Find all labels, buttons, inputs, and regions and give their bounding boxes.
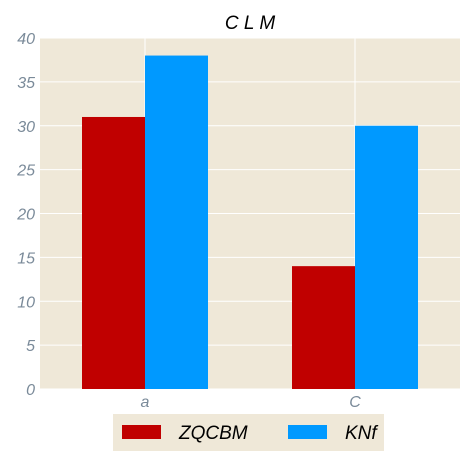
x-tick-label: a (141, 394, 150, 411)
y-tick-label: 25 (16, 163, 35, 180)
legend-label: ZQCBM (178, 423, 248, 444)
bar-ZQCBM-a (82, 116, 145, 389)
bar-ZQCBM-C (292, 266, 355, 389)
y-tick-label: 30 (17, 119, 35, 136)
y-tick-label: 20 (16, 207, 35, 224)
bars (82, 55, 418, 390)
legend-label: KNf (345, 423, 378, 444)
chart-title: C L M (225, 13, 276, 34)
y-tick-label: 0 (26, 382, 35, 399)
legend-swatch (288, 425, 327, 439)
y-tick-label: 15 (17, 250, 35, 267)
y-tick-label: 40 (17, 31, 35, 48)
legend: ZQCBM KNf (113, 414, 384, 451)
y-tick-label: 5 (26, 338, 35, 355)
y-tick-label: 35 (17, 75, 35, 92)
legend-swatch (122, 425, 161, 439)
y-tick-label: 10 (17, 294, 35, 311)
bar-KNf-a (145, 55, 208, 390)
y-axis-ticks: 0 5 10 15 20 25 30 35 40 (16, 31, 35, 399)
x-tick-label: C (349, 394, 361, 411)
bar-KNf-C (355, 125, 418, 389)
